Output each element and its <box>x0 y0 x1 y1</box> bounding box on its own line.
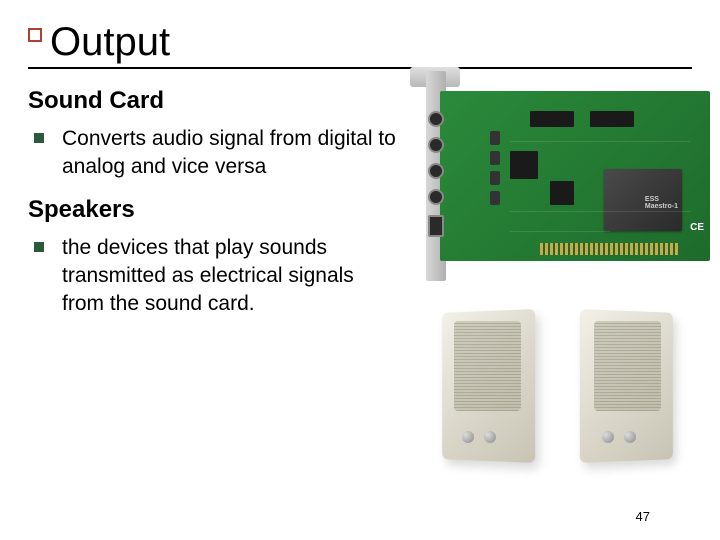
chip-model: Maestro-1 <box>645 203 678 210</box>
content-row: Sound Card Converts audio signal from di… <box>28 81 692 333</box>
capacitor <box>490 131 500 145</box>
slide-title: Output <box>28 20 692 69</box>
audio-port <box>428 137 444 153</box>
title-area: Output <box>28 20 692 69</box>
capacitor <box>490 151 500 165</box>
speaker-left <box>440 311 535 461</box>
pcb-trace <box>510 231 610 232</box>
chip-brand: ESS <box>645 196 659 203</box>
chip-label: ESS Maestro-1 <box>645 196 678 211</box>
audio-port <box>428 111 444 127</box>
slide: Output Sound Card Converts audio signal … <box>0 0 720 540</box>
audio-port <box>428 163 444 179</box>
speaker-knob <box>602 431 614 443</box>
speaker-knob <box>624 431 636 443</box>
capacitor <box>490 191 500 205</box>
ic-chip <box>530 111 574 127</box>
bullet-item: Converts audio signal from digital to an… <box>34 125 398 182</box>
speaker-knob <box>462 431 474 443</box>
capacitor <box>490 171 500 185</box>
ic-chip <box>590 111 634 127</box>
subheading-speakers: Speakers <box>28 196 398 224</box>
bullet-item: the devices that play sounds transmitted… <box>34 234 398 319</box>
text-column: Sound Card Converts audio signal from di… <box>28 81 398 333</box>
ce-mark: CE <box>690 222 704 233</box>
ic-chip <box>550 181 574 205</box>
pcb-trace <box>510 141 690 142</box>
game-port <box>428 215 444 237</box>
bullet-text: Converts audio signal from digital to an… <box>62 125 398 182</box>
bullet-text: the devices that play sounds transmitted… <box>62 234 398 319</box>
speaker-right <box>580 311 675 461</box>
audio-port <box>428 189 444 205</box>
ic-chip <box>510 151 538 179</box>
speaker-grille <box>454 321 521 411</box>
title-accent-square <box>28 28 42 42</box>
image-column: ESS Maestro-1 CE <box>410 81 692 333</box>
speakers-illustration <box>440 311 700 491</box>
bullet-square-icon <box>34 242 44 252</box>
pcb-trace <box>510 211 690 212</box>
subheading-sound-card: Sound Card <box>28 87 398 115</box>
sound-card-illustration: ESS Maestro-1 CE <box>400 71 720 271</box>
page-number: 47 <box>636 509 650 524</box>
pcb-board: ESS Maestro-1 CE <box>440 91 710 261</box>
bullet-square-icon <box>34 133 44 143</box>
edge-connector <box>540 243 680 255</box>
speaker-grille <box>594 321 661 411</box>
speaker-knob <box>484 431 496 443</box>
